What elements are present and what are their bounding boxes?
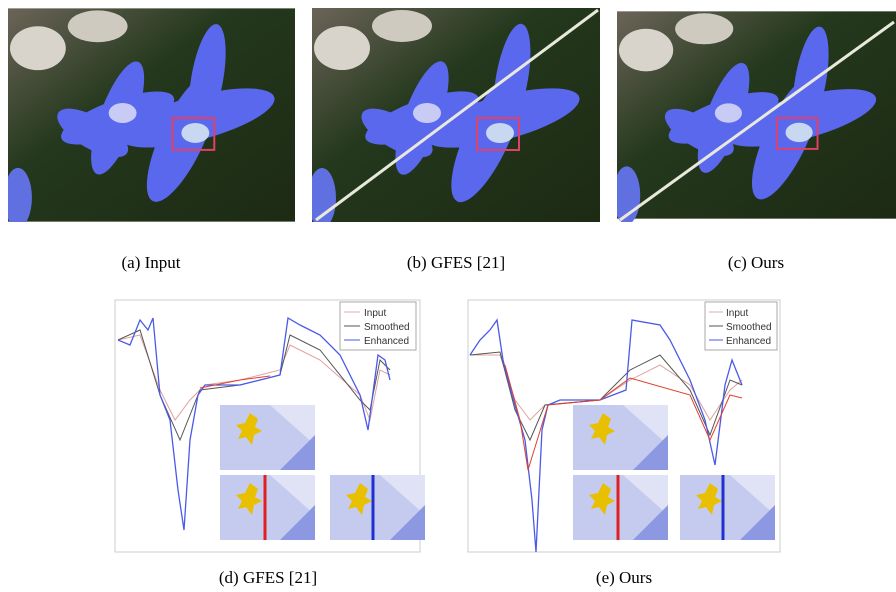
plot: Input Smoothed Enhanced	[115, 300, 425, 552]
inset	[573, 475, 668, 540]
legend-label: Input	[726, 308, 748, 319]
plot: Input Smoothed Enhanced	[468, 300, 780, 552]
input-image	[4, 8, 295, 227]
inset	[680, 475, 775, 540]
inset	[330, 475, 425, 540]
legend-label: Enhanced	[726, 336, 771, 347]
legend-label: Input	[364, 308, 386, 319]
caption: (d) GFES [21]	[219, 568, 317, 587]
inset	[220, 475, 315, 540]
legend-label: Smoothed	[364, 322, 410, 333]
caption: (b) GFES [21]	[407, 253, 505, 272]
legend-label: Smoothed	[726, 322, 772, 333]
legend-label: Enhanced	[364, 336, 409, 347]
figure: (a) Input (b) GFES [21] (c) Ours Input S…	[0, 0, 896, 592]
caption: (a) Input	[121, 253, 180, 272]
caption: (c) Ours	[728, 253, 784, 272]
caption: (e) Ours	[596, 568, 652, 587]
inset	[220, 405, 315, 470]
inset	[573, 405, 668, 470]
